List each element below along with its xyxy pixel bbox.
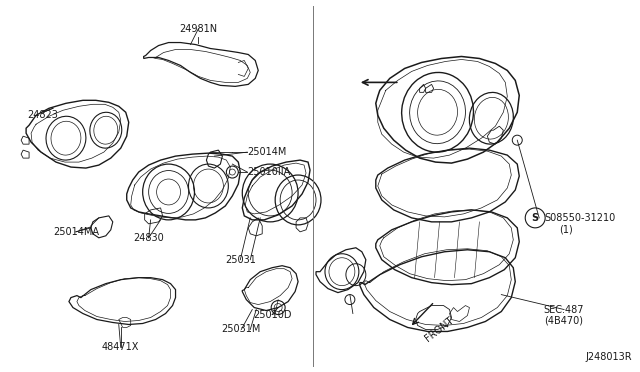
Text: (1): (1) [559, 225, 573, 235]
Text: 24981N: 24981N [179, 23, 218, 33]
Text: 24823: 24823 [28, 110, 58, 120]
Text: J248013R: J248013R [586, 352, 632, 362]
Text: 25014M: 25014M [247, 147, 287, 157]
Text: 25031M: 25031M [221, 324, 261, 334]
Text: SEC.487: SEC.487 [544, 305, 584, 315]
Text: 25010IIA: 25010IIA [247, 167, 291, 177]
Text: FRONT: FRONT [423, 315, 456, 344]
Text: 25010D: 25010D [253, 310, 291, 320]
Text: 48471X: 48471X [102, 342, 140, 352]
Text: 25031: 25031 [225, 255, 256, 265]
Text: (4B470): (4B470) [545, 315, 584, 326]
Text: S08550-31210: S08550-31210 [544, 213, 616, 223]
Text: S: S [532, 213, 539, 223]
Text: 24830: 24830 [133, 233, 164, 243]
Text: 25014MA: 25014MA [53, 227, 99, 237]
